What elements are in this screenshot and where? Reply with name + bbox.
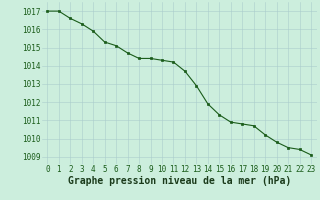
X-axis label: Graphe pression niveau de la mer (hPa): Graphe pression niveau de la mer (hPa)	[68, 176, 291, 186]
